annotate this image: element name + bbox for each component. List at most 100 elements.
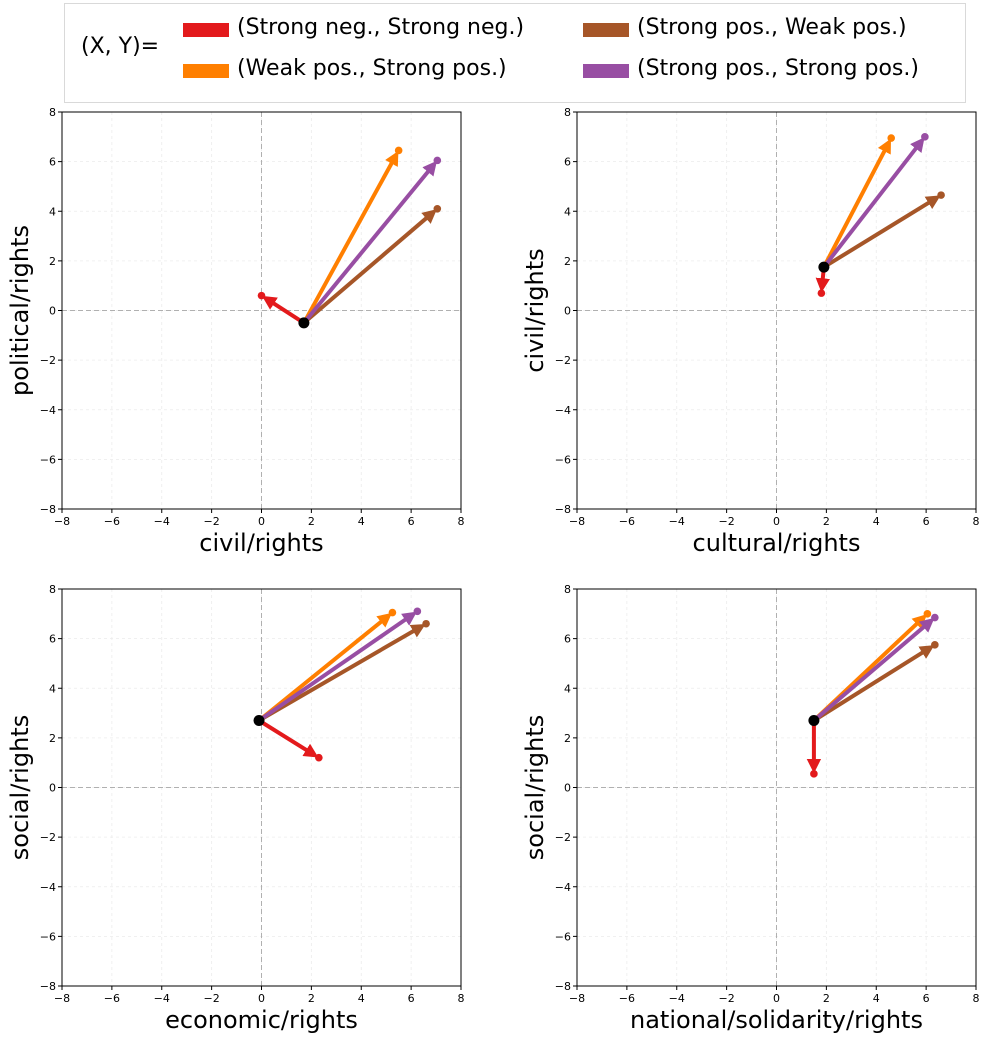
y-tick-label: −4 bbox=[555, 404, 571, 417]
legend-label-strong-neg: (Strong neg., Strong neg.) bbox=[237, 15, 525, 40]
x-axis-label: economic/rights bbox=[165, 1006, 358, 1034]
arrow-3 bbox=[257, 611, 417, 723]
x-tick-label: 2 bbox=[823, 515, 830, 528]
x-tick-label: 8 bbox=[458, 515, 465, 528]
x-tick-label: 8 bbox=[458, 992, 465, 1005]
y-axis-label: social/rights bbox=[521, 715, 549, 860]
origin-point bbox=[253, 715, 265, 727]
x-tick-label: 4 bbox=[873, 515, 880, 528]
x-tick-label: 0 bbox=[258, 515, 265, 528]
y-tick-label: 0 bbox=[49, 305, 56, 318]
arrow-2 bbox=[258, 623, 426, 723]
x-tick-label: −8 bbox=[54, 992, 70, 1005]
x-tick-label: −8 bbox=[569, 515, 585, 528]
y-tick-label: −4 bbox=[40, 881, 56, 894]
y-tick-label: 2 bbox=[49, 255, 56, 268]
y-axis-label: civil/rights bbox=[521, 248, 549, 372]
y-tick-label: −8 bbox=[555, 503, 571, 516]
arrow-3 bbox=[822, 137, 925, 269]
x-tick-label: 6 bbox=[923, 992, 930, 1005]
chart-panel-2: −8 −6 −4 −2 0 2 4 6 8 −8 −6 −4 −2 0 2 4 6 8 cultural/right… bbox=[521, 106, 980, 557]
x-tick-label: 2 bbox=[308, 992, 315, 1005]
arrow-endpoint-1 bbox=[394, 146, 403, 155]
y-tick-label: −6 bbox=[40, 930, 56, 943]
legend-swatch-strong-neg bbox=[183, 23, 229, 37]
arrow-2 bbox=[302, 209, 437, 325]
x-tick-label: −2 bbox=[719, 992, 735, 1005]
y-tick-label: −6 bbox=[555, 453, 571, 466]
x-tick-label: 2 bbox=[308, 515, 315, 528]
legend-swatch-weak-strong bbox=[183, 64, 229, 78]
arrow-3 bbox=[302, 160, 438, 325]
y-tick-label: 4 bbox=[49, 205, 56, 218]
y-tick-label: 2 bbox=[49, 732, 56, 745]
arrow-0 bbox=[261, 295, 305, 325]
x-tick-label: −4 bbox=[669, 515, 685, 528]
y-tick-label: 0 bbox=[49, 782, 56, 795]
arrow-endpoint-0 bbox=[810, 770, 818, 778]
x-tick-label: −4 bbox=[154, 992, 170, 1005]
legend-swatch-strong-weak bbox=[583, 23, 629, 37]
y-tick-label: 2 bbox=[564, 255, 571, 268]
arrow-3 bbox=[812, 617, 935, 723]
x-axis-label: national/solidarity/rights bbox=[630, 1006, 923, 1034]
y-tick-label: 8 bbox=[564, 106, 571, 119]
y-tick-label: 4 bbox=[49, 682, 56, 695]
y-tick-label: −2 bbox=[40, 354, 56, 367]
y-tick-label: 0 bbox=[564, 305, 571, 318]
x-tick-label: −4 bbox=[154, 515, 170, 528]
x-axis-label: civil/rights bbox=[199, 529, 323, 557]
y-tick-label: 4 bbox=[564, 682, 571, 695]
legend-prefix: (X, Y)= bbox=[81, 34, 160, 59]
arrow-endpoint-3 bbox=[931, 613, 939, 622]
x-tick-label: 6 bbox=[408, 992, 415, 1005]
arrow-endpoint-2 bbox=[422, 619, 430, 628]
y-tick-label: 6 bbox=[564, 156, 571, 169]
y-tick-label: −8 bbox=[555, 980, 571, 993]
y-tick-label: −4 bbox=[555, 881, 571, 894]
chart-panel-4: −8 −6 −4 −2 0 2 4 6 8 −8 −6 −4 −2 0 2 4 6 8 national/solid… bbox=[521, 583, 980, 1034]
arrow-endpoint-1 bbox=[388, 608, 397, 617]
y-tick-label: 6 bbox=[564, 633, 571, 646]
y-tick-label: −6 bbox=[555, 930, 571, 943]
x-tick-label: 4 bbox=[358, 515, 365, 528]
y-tick-label: 6 bbox=[49, 156, 56, 169]
x-tick-label: 4 bbox=[358, 992, 365, 1005]
x-tick-label: 0 bbox=[258, 992, 265, 1005]
y-tick-label: −2 bbox=[40, 831, 56, 844]
y-tick-label: −2 bbox=[555, 831, 571, 844]
x-tick-label: −8 bbox=[54, 515, 70, 528]
origin-point bbox=[818, 261, 830, 273]
legend-label-strong-weak: (Strong pos., Weak pos.) bbox=[637, 15, 907, 40]
arrow-endpoint-3 bbox=[433, 156, 442, 165]
arrow-endpoint-2 bbox=[433, 204, 442, 213]
arrow-endpoint-1 bbox=[887, 134, 896, 142]
x-tick-label: −6 bbox=[619, 515, 635, 528]
legend-label-weak-strong: (Weak pos., Strong pos.) bbox=[237, 56, 507, 81]
arrow-1 bbox=[257, 612, 393, 723]
arrow-endpoint-3 bbox=[413, 607, 422, 616]
arrow-endpoint-3 bbox=[921, 133, 929, 141]
arrow-endpoint-2 bbox=[937, 191, 945, 199]
x-tick-label: −2 bbox=[719, 515, 735, 528]
y-tick-label: 4 bbox=[564, 205, 571, 218]
chart-panel-1: −8 −6 −4 −2 0 2 4 6 8 −8 −6 −4 −2 0 2 4 6 8 civil/rights po… bbox=[6, 106, 465, 557]
x-tick-label: −8 bbox=[569, 992, 585, 1005]
arrow-endpoint-1 bbox=[923, 610, 932, 618]
y-tick-label: 2 bbox=[564, 732, 571, 745]
legend: (X, Y)= (Strong neg., Strong neg.) (Weak… bbox=[64, 3, 966, 103]
y-tick-label: −4 bbox=[40, 404, 56, 417]
origin-point bbox=[808, 715, 820, 727]
arrow-endpoint-0 bbox=[315, 753, 323, 762]
y-tick-label: 8 bbox=[49, 583, 56, 596]
y-tick-label: −6 bbox=[40, 453, 56, 466]
x-tick-label: −6 bbox=[619, 992, 635, 1005]
y-tick-label: −8 bbox=[40, 503, 56, 516]
x-tick-label: −6 bbox=[104, 992, 120, 1005]
x-tick-label: 2 bbox=[823, 992, 830, 1005]
legend-swatch-strong-strong bbox=[583, 64, 629, 78]
y-axis-label: social/rights bbox=[6, 715, 34, 860]
y-tick-label: 6 bbox=[49, 633, 56, 646]
x-tick-label: 8 bbox=[973, 992, 980, 1005]
